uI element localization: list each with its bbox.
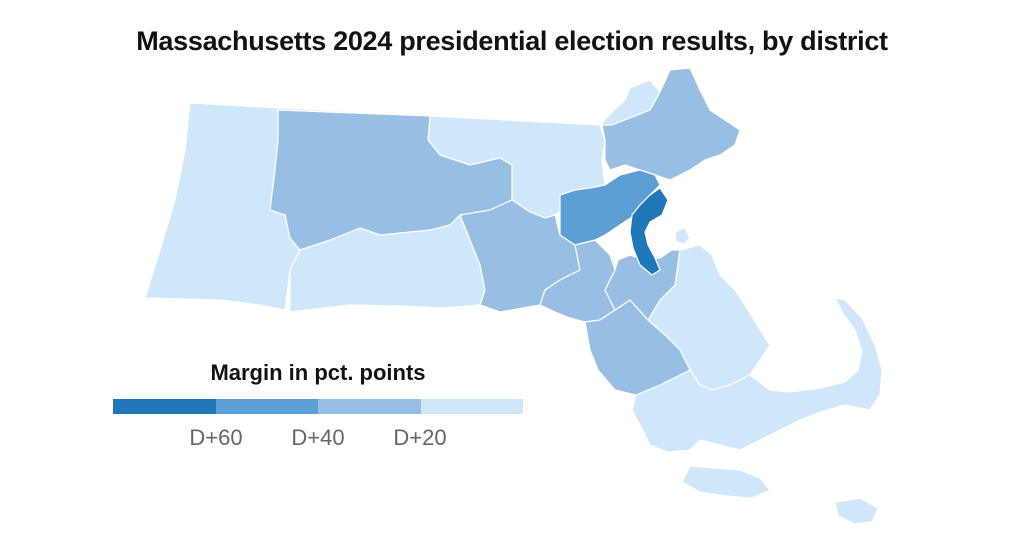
- boston-harbor-islands: [674, 227, 691, 245]
- legend-tick-d60: D+60: [189, 425, 243, 450]
- nantucket: [834, 497, 879, 525]
- medium-light-districts: [269, 67, 741, 396]
- district-boston: [629, 187, 669, 276]
- district-southeast-cape: [631, 297, 883, 453]
- district-inner-south: [604, 249, 681, 321]
- martha-vineyard: [681, 465, 771, 499]
- legend-tick-d20: D+20: [393, 425, 447, 450]
- legend-color-bar: [113, 399, 523, 414]
- district-upper-central: [269, 109, 513, 251]
- darkest-districts: [629, 187, 669, 276]
- legend-swatch-darkest: [113, 399, 216, 414]
- legend-swatch-lightest: [420, 399, 523, 414]
- legend-tick-d40: D+40: [291, 425, 345, 450]
- legend-swatch-medium-light: [318, 399, 421, 414]
- map-title: Massachusetts 2024 presidential election…: [136, 26, 888, 56]
- legend-title: Margin in pct. points: [210, 360, 426, 385]
- legend-swatch-medium: [215, 399, 318, 414]
- district-northeast-shore: [601, 67, 741, 181]
